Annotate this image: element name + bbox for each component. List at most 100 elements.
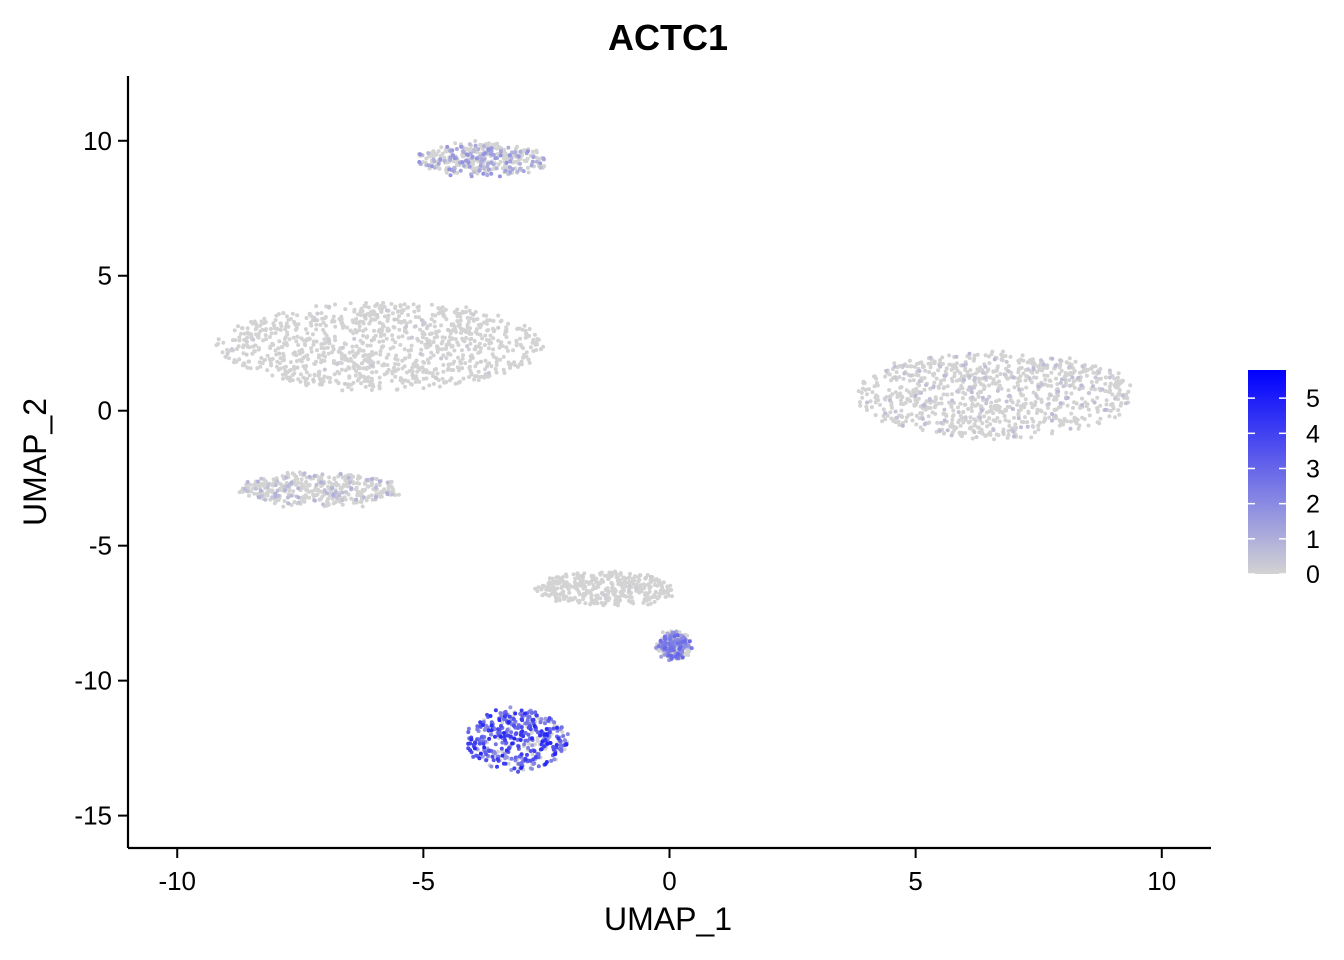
cell-point-right-cluster	[1068, 426, 1073, 431]
cell-point-upper-left-cluster	[291, 364, 296, 369]
cell-point-upper-left-cluster	[277, 361, 282, 366]
cell-point-upper-left-cluster	[443, 347, 448, 351]
cell-point-left-lower-cluster	[281, 504, 286, 509]
cell-point-right-cluster	[1100, 387, 1104, 392]
cell-point-top-cluster	[518, 161, 522, 166]
cell-point-left-lower-cluster	[385, 480, 390, 485]
cell-point-left-lower-cluster	[282, 484, 287, 489]
cell-point-upper-left-cluster	[455, 340, 460, 345]
cell-point-right-cluster	[1007, 419, 1011, 424]
points-layer	[214, 139, 1133, 774]
cell-point-top-cluster	[538, 165, 543, 170]
cell-point-middle-cluster	[577, 592, 582, 597]
cell-point-upper-left-cluster	[236, 324, 240, 329]
cell-point-bottom-cluster	[525, 752, 529, 757]
cell-point-upper-left-cluster	[390, 333, 395, 338]
cell-point-upper-left-cluster	[361, 340, 366, 345]
cell-point-right-cluster	[979, 408, 984, 413]
cell-point-upper-left-cluster	[385, 363, 390, 367]
cell-point-upper-left-cluster	[376, 360, 381, 365]
cell-point-upper-left-cluster	[363, 375, 368, 380]
cell-point-right-cluster	[1058, 401, 1063, 406]
cell-point-right-cluster	[931, 385, 936, 390]
cell-point-right-cluster	[949, 367, 954, 372]
cell-point-upper-left-cluster	[457, 379, 462, 384]
cell-point-upper-left-cluster	[484, 313, 489, 318]
cell-point-top-cluster	[475, 166, 479, 170]
cell-point-left-lower-cluster	[325, 499, 330, 504]
cell-point-left-lower-cluster	[327, 475, 332, 480]
cell-point-bottom-cluster	[519, 708, 524, 713]
cell-point-upper-left-cluster	[256, 347, 261, 352]
cell-point-upper-left-cluster	[408, 319, 413, 324]
cell-point-upper-left-cluster	[413, 315, 418, 319]
cell-point-right-cluster	[1085, 367, 1090, 372]
cell-point-right-cluster	[989, 400, 994, 405]
cell-point-left-lower-cluster	[331, 492, 336, 497]
cell-point-upper-left-cluster	[494, 363, 499, 367]
cell-point-left-lower-cluster	[314, 493, 319, 498]
cell-point-top-cluster	[464, 146, 469, 151]
cell-point-bottom-cluster	[466, 730, 471, 735]
cell-point-bottom-cluster	[468, 748, 473, 753]
cell-point-right-cluster	[932, 380, 937, 385]
cell-point-upper-left-cluster	[282, 337, 287, 341]
cell-point-upper-left-cluster	[400, 358, 405, 363]
legend-tick-label: 5	[1306, 385, 1320, 413]
cell-point-bottom-cluster	[547, 716, 552, 721]
cell-point-middle-cluster	[580, 573, 585, 578]
cell-point-upper-left-cluster	[325, 375, 330, 380]
cell-point-upper-left-cluster	[491, 336, 496, 341]
cell-point-right-cluster	[934, 429, 939, 434]
cell-point-right-cluster	[1047, 415, 1052, 420]
cell-point-right-cluster	[966, 420, 971, 425]
cell-point-top-cluster	[466, 160, 471, 165]
cell-point-upper-left-cluster	[444, 356, 449, 360]
cell-point-upper-left-cluster	[287, 337, 292, 342]
cell-point-upper-left-cluster	[427, 370, 432, 375]
cell-point-right-cluster	[945, 392, 950, 397]
cell-point-upper-left-cluster	[385, 308, 389, 313]
cell-point-upper-left-cluster	[478, 332, 483, 337]
cell-point-right-cluster	[908, 373, 913, 378]
cell-point-upper-left-cluster	[447, 362, 452, 367]
cell-point-right-cluster	[1076, 375, 1081, 380]
cell-point-middle-cluster	[599, 570, 604, 575]
cell-point-top-cluster	[534, 150, 539, 155]
cell-point-bottom-cluster	[528, 749, 533, 753]
cell-point-upper-left-cluster	[417, 367, 422, 372]
legend-tick-label: 1	[1306, 526, 1320, 554]
cell-point-upper-left-cluster	[413, 380, 418, 384]
cell-point-middle-cluster	[596, 584, 601, 589]
y-axis-title: UMAP_2	[17, 398, 53, 526]
cell-point-upper-left-cluster	[386, 352, 391, 357]
cell-point-upper-left-cluster	[441, 369, 446, 374]
cell-point-right-cluster	[1017, 387, 1022, 392]
cell-point-upper-left-cluster	[318, 322, 323, 327]
cell-point-right-cluster	[985, 368, 990, 373]
cell-point-upper-left-cluster	[378, 334, 383, 339]
cell-point-middle-cluster	[580, 580, 585, 585]
cell-point-middle-cluster	[566, 587, 571, 592]
cell-point-middle-cluster	[634, 586, 639, 591]
cell-point-bottom-cluster	[521, 734, 526, 739]
cell-point-upper-left-cluster	[395, 317, 400, 322]
cell-point-left-lower-cluster	[381, 489, 386, 494]
cell-point-middle-cluster	[603, 596, 608, 601]
cell-point-right-cluster	[1011, 429, 1016, 434]
cell-point-right-cluster	[960, 386, 965, 391]
cell-point-right-cluster	[919, 390, 923, 395]
cell-point-right-cluster	[997, 398, 1002, 403]
cell-point-upper-left-cluster	[269, 363, 274, 368]
cell-point-upper-left-cluster	[432, 319, 437, 324]
cell-point-bottom-cluster	[525, 718, 530, 723]
cell-point-right-cluster	[1006, 369, 1011, 374]
cell-point-upper-left-cluster	[362, 303, 367, 308]
cell-point-left-lower-cluster	[389, 485, 394, 489]
cell-point-upper-left-cluster	[331, 359, 336, 363]
cell-point-upper-left-cluster	[465, 315, 470, 320]
cell-point-upper-left-cluster	[323, 315, 328, 319]
cell-point-right-cluster	[899, 414, 904, 418]
cell-point-right-cluster	[1041, 419, 1046, 424]
cell-point-right-cluster	[1050, 356, 1055, 361]
